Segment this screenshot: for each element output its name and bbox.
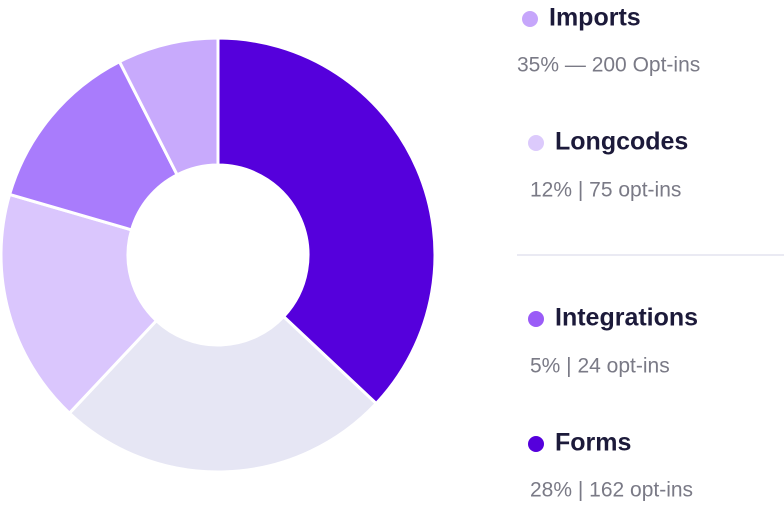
donut: [0, 36, 437, 474]
legend-summary: 35% — 200 Opt-ins: [517, 54, 700, 77]
slice: [117, 36, 220, 177]
slice: [0, 192, 159, 416]
legend-dot: [522, 11, 538, 27]
slice: [216, 36, 437, 406]
legend: Imports 35% — 200 Opt-ins Longcodes 12% | 7…: [517, 4, 700, 502]
legend-summary: 28% | 162 opt-ins: [530, 479, 693, 502]
legend-summary: 12% | 75 opt-ins: [530, 179, 681, 202]
legend-dot: [528, 135, 544, 151]
slice: [67, 314, 379, 474]
legend-name: Longcodes: [555, 128, 688, 156]
slice: [7, 59, 180, 232]
legend-name: Imports: [549, 4, 641, 32]
legend-dot: [528, 311, 544, 327]
legend-dot: [528, 436, 544, 452]
legend-summary: 5% | 24 opt-ins: [530, 355, 670, 378]
legend-name: Forms: [555, 429, 631, 457]
legend-name: Integrations: [555, 304, 698, 332]
